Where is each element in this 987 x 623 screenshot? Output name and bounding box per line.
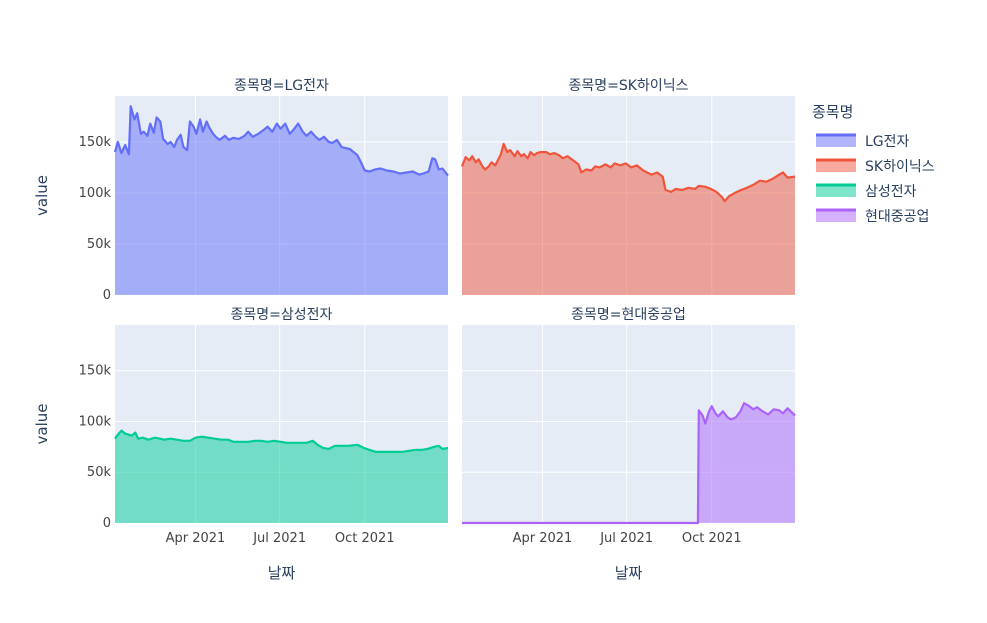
x-tick-label: Oct 2021 — [682, 531, 742, 546]
y-tick-label: 150k — [79, 364, 112, 379]
legend-item: 삼성전자 — [816, 183, 917, 200]
legend-swatch — [816, 160, 856, 172]
y-axis-title: value — [33, 175, 51, 216]
x-axis-title: 날짜 — [268, 564, 296, 582]
series-line — [114, 429, 449, 453]
legend-label: 현대중공업 — [865, 209, 929, 225]
x-axis-title: 날짜 — [615, 564, 643, 582]
facet-title: 종목명=LG전자 — [234, 78, 329, 94]
y-tick-label: 150k — [79, 135, 112, 150]
legend-item: SK하이닉스 — [816, 158, 935, 175]
y-tick-label: 0 — [103, 288, 111, 303]
series-line — [460, 142, 796, 203]
series-area — [462, 403, 795, 523]
legend-swatch — [816, 185, 856, 197]
x-tick-label: Apr 2021 — [513, 531, 573, 546]
legend-swatch — [816, 210, 856, 222]
y-tick-label: 100k — [79, 414, 112, 429]
legend-label: SK하이닉스 — [865, 159, 935, 175]
y-tick-label: 0 — [103, 516, 111, 531]
legend-item: LG전자 — [816, 133, 910, 150]
series-line — [462, 402, 796, 525]
facet-panel-4: 종목명=현대중공업 Apr 2021 Jul 2021 Oct 2021 날짜 — [462, 307, 796, 582]
y-axis-title: value — [33, 404, 51, 445]
series-area — [462, 144, 795, 295]
legend-label: 삼성전자 — [865, 184, 917, 200]
series-area — [115, 430, 448, 523]
x-tick-label: Jul 2021 — [599, 531, 653, 546]
series-line — [113, 105, 449, 177]
x-tick-label: Jul 2021 — [252, 531, 306, 546]
legend-swatch — [816, 135, 856, 147]
y-tick-label: 50k — [87, 237, 112, 252]
x-tick-label: Apr 2021 — [166, 531, 226, 546]
facet-title: 종목명=삼성전자 — [231, 307, 333, 323]
legend-label: LG전자 — [865, 134, 910, 150]
series-area — [115, 106, 448, 295]
x-tick-label: Oct 2021 — [335, 531, 395, 546]
legend-item: 현대중공업 — [816, 208, 929, 225]
y-tick-label: 50k — [87, 465, 112, 480]
facet-title: 종목명=현대중공업 — [571, 307, 686, 323]
facet-panel-1: 종목명=LG전자 0 50k 100k 150k value — [33, 78, 449, 303]
legend-title: 종목명 — [812, 103, 853, 121]
facet-title: 종목명=SK하이닉스 — [569, 78, 689, 94]
facet-panel-2: 종목명=SK하이닉스 — [460, 78, 796, 296]
facet-panel-3: 종목명=삼성전자 0 50k 100k 150k value Apr 2021 Jul 202… — [33, 307, 449, 582]
y-tick-label: 100k — [79, 186, 112, 201]
